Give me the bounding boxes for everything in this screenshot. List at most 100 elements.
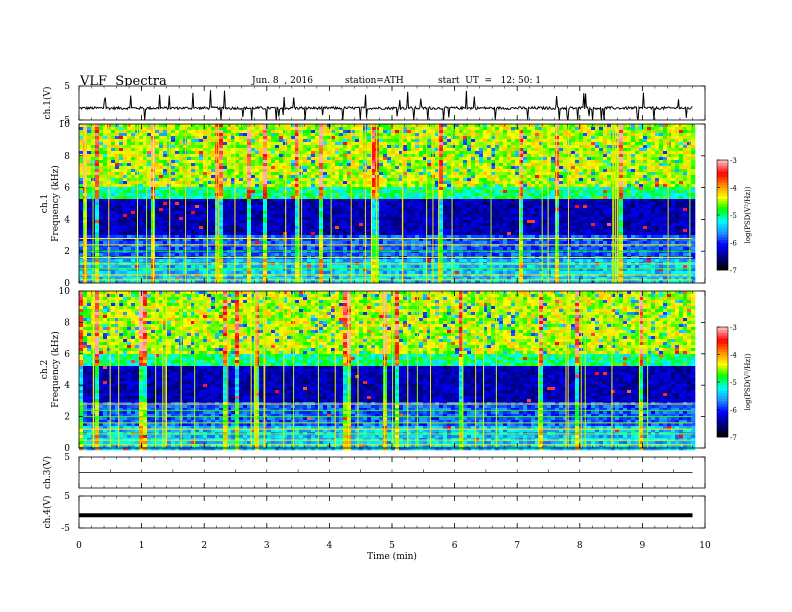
spectrogram-cell [191,172,196,176]
spectrogram-cell [203,238,208,242]
spectrogram-cell [211,157,216,161]
spectrogram-cell [187,277,192,281]
spectrogram-cell [191,133,196,137]
spectrogram-cell [355,151,360,155]
spectrogram-cell [427,172,432,176]
spectrogram-cell [283,163,288,167]
spectrogram-cell [139,139,144,143]
spectrogram-cell [267,235,272,239]
spectrogram-cell [267,160,272,164]
spectrogram-cell [395,277,400,281]
spectrogram-cell [219,229,224,233]
spectrogram-cell [99,145,104,149]
spectrogram-cell [443,223,448,227]
spectrogram-cell [199,277,204,281]
spectrogram-cell [239,175,244,179]
spectrogram-cell [123,166,128,170]
spectrogram-cell [283,241,288,245]
spectrogram-cell [247,223,252,227]
spectrogram-cell [387,214,392,218]
spectrogram-cell [395,124,400,128]
spectrogram-cell [383,265,388,269]
spectrogram-cell [203,169,208,173]
spectrogram-cell [255,166,260,170]
spectrogram-cell [311,178,316,182]
spectrogram-cell [227,199,232,203]
spectrogram-cell [411,217,416,221]
spectrogram-cell [407,265,412,269]
spectrogram-cell [439,154,444,158]
spectrogram-cell [211,235,216,239]
spectrogram-cell [87,214,92,218]
spectrogram-cell [315,235,320,239]
spectrogram-cell [271,268,276,272]
spectrogram-cell [323,259,328,263]
spectrogram-cell [235,130,240,134]
spectrogram-cell [351,130,356,134]
spectrogram-cell [259,178,264,182]
spectrogram-cell [115,274,120,278]
spectrogram-cell [119,265,124,269]
spectrogram-cell [207,172,212,176]
spectrogram-cell [375,124,380,128]
spectrogram-cell [387,139,392,143]
spectrogram-cell [291,244,296,248]
spectrogram-cell [275,145,280,149]
spectrogram-cell [319,214,324,218]
spectrogram-cell [291,193,296,197]
spectrogram-cell [191,124,196,128]
spectrogram-cell [111,181,116,185]
spectrogram-cell [103,259,108,263]
spectrogram-cell [403,163,408,167]
spectrogram-cell [383,163,388,167]
spectrogram-cell [435,232,440,236]
spectrogram-cell [111,199,116,203]
spectrogram-cell [87,202,92,206]
spectrogram-cell [335,235,340,239]
spectrogram-cell [207,184,212,188]
spectrogram-cell [347,187,352,191]
spectrogram-cell [227,178,232,182]
spectrogram-cell [263,268,268,272]
spectrogram-cell [207,217,212,221]
spectrogram-cell [275,226,280,230]
spectrogram-cell [239,208,244,212]
spectrogram-cell [263,214,268,218]
spectrogram-cell [235,277,240,281]
spectrogram-cell [351,133,356,137]
spectrogram-cell [351,265,356,269]
spectrogram-cell [195,247,200,251]
spectrogram-cell [207,124,212,128]
spectrogram-cell [443,181,448,185]
spectrogram-cell [347,184,352,188]
spectrogram-cell [439,130,444,134]
spectrogram-cell [235,280,240,284]
spectrogram-cell [347,220,352,224]
spectrogram-cell [255,214,260,218]
spectrogram-cell [159,265,164,269]
spectrogram-cell [259,223,264,227]
spectrogram-cell [347,136,352,140]
spectrogram-cell [383,274,388,278]
spectrogram-cell [131,205,136,209]
spectrogram-cell [87,145,92,149]
spectrogram-cell [191,235,196,239]
spectrogram-cell [355,271,360,275]
spectrogram-cell [303,268,308,272]
spectrogram-cell [219,154,224,158]
spectrogram-cell [159,169,164,173]
spectrogram-cell [247,211,252,215]
spectrogram-cell [119,160,124,164]
spectrogram-cell [275,151,280,155]
spectrogram-cell [255,157,260,161]
spectrogram-cell [211,172,216,176]
spectrogram-cell [143,238,148,242]
spectrogram-cell [175,145,180,149]
spectrogram-cell [243,187,248,191]
spectrogram-cell [231,208,236,212]
spectrogram-cell [311,235,316,239]
spectrogram-cell [127,169,132,173]
spectrogram-cell [379,205,384,209]
spectrogram-cell [87,220,92,224]
spectrogram-cell [307,268,312,272]
